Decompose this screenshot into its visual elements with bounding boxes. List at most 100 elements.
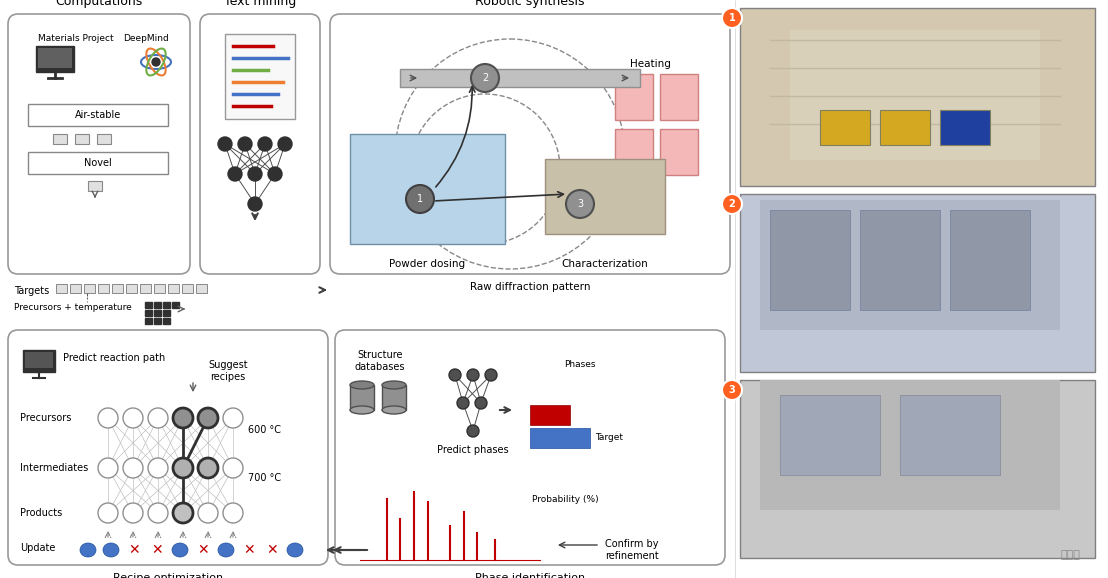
Circle shape: [148, 408, 168, 428]
Circle shape: [198, 408, 218, 428]
Text: Materials Project: Materials Project: [38, 34, 114, 43]
Circle shape: [223, 458, 243, 478]
Bar: [57, 284, 66, 293]
Circle shape: [466, 369, 479, 381]
Text: Predict phases: Predict phases: [438, 445, 509, 455]
Bar: [660, 74, 698, 120]
Circle shape: [485, 369, 497, 381]
Text: Characterization: Characterization: [562, 259, 648, 269]
Bar: [382, 385, 406, 410]
Bar: [88, 181, 102, 191]
Circle shape: [123, 503, 143, 523]
Text: ✕: ✕: [266, 543, 278, 557]
Text: 3: 3: [729, 385, 736, 395]
Text: 2: 2: [729, 199, 736, 209]
Circle shape: [566, 190, 594, 218]
Text: Targets: Targets: [14, 286, 49, 296]
Circle shape: [98, 503, 117, 523]
Ellipse shape: [80, 543, 96, 557]
Text: Precursors: Precursors: [20, 413, 71, 423]
Bar: [780, 395, 880, 475]
Ellipse shape: [382, 406, 406, 414]
Circle shape: [173, 408, 193, 428]
Circle shape: [449, 369, 461, 381]
Ellipse shape: [287, 543, 302, 557]
Text: 2: 2: [482, 73, 489, 83]
Circle shape: [223, 503, 243, 523]
Text: Powder dosing: Powder dosing: [389, 259, 465, 269]
Text: 3: 3: [577, 199, 583, 209]
Bar: [23, 350, 55, 372]
Bar: [126, 284, 137, 293]
Bar: [163, 302, 170, 308]
Circle shape: [148, 458, 168, 478]
Bar: [545, 159, 665, 234]
Bar: [70, 284, 81, 293]
Circle shape: [223, 408, 243, 428]
Bar: [28, 104, 168, 126]
Bar: [163, 310, 170, 316]
Circle shape: [722, 380, 742, 400]
Bar: [900, 395, 1001, 475]
FancyBboxPatch shape: [201, 14, 320, 274]
Ellipse shape: [350, 406, 375, 414]
Bar: [28, 152, 168, 174]
Bar: [196, 284, 207, 293]
Text: Target: Target: [595, 434, 623, 443]
Text: Novel: Novel: [84, 158, 112, 168]
FancyBboxPatch shape: [330, 14, 730, 274]
Circle shape: [98, 408, 117, 428]
Bar: [940, 110, 991, 145]
Bar: [154, 318, 161, 324]
Text: Intermediates: Intermediates: [20, 463, 89, 473]
Text: Products: Products: [20, 508, 62, 518]
Text: Recipe optimization: Recipe optimization: [113, 573, 223, 578]
Circle shape: [475, 397, 488, 409]
Circle shape: [198, 503, 218, 523]
Bar: [530, 405, 570, 425]
Bar: [740, 380, 1095, 558]
Ellipse shape: [218, 543, 234, 557]
Text: Structure
databases: Structure databases: [355, 350, 406, 372]
Text: ✕: ✕: [151, 543, 163, 557]
Bar: [860, 210, 940, 310]
Text: DeepMind: DeepMind: [123, 34, 168, 43]
Circle shape: [238, 137, 252, 151]
Text: ✕: ✕: [129, 543, 140, 557]
Bar: [880, 110, 930, 145]
Text: ✕: ✕: [243, 543, 255, 557]
Circle shape: [258, 137, 271, 151]
Ellipse shape: [350, 381, 375, 389]
Bar: [950, 210, 1030, 310]
FancyBboxPatch shape: [8, 330, 328, 565]
Text: Phase identification: Phase identification: [475, 573, 585, 578]
Bar: [760, 200, 1060, 330]
Bar: [145, 318, 152, 324]
Text: 1: 1: [729, 13, 736, 23]
Text: Precursors + temperature: Precursors + temperature: [14, 303, 132, 313]
Ellipse shape: [172, 543, 188, 557]
Text: Suggest
recipes: Suggest recipes: [208, 360, 248, 381]
Ellipse shape: [103, 543, 119, 557]
Text: Probability (%): Probability (%): [532, 495, 598, 504]
Bar: [740, 8, 1095, 186]
Circle shape: [173, 458, 193, 478]
Bar: [140, 284, 151, 293]
Bar: [75, 134, 89, 144]
Circle shape: [218, 137, 232, 151]
Circle shape: [152, 58, 160, 66]
Bar: [400, 69, 640, 87]
Text: Phases: Phases: [564, 360, 596, 369]
Text: Confirm by
refinement: Confirm by refinement: [605, 539, 659, 561]
Bar: [35, 46, 74, 72]
Circle shape: [278, 137, 293, 151]
Bar: [145, 310, 152, 316]
Bar: [154, 302, 161, 308]
Text: Raw diffraction pattern: Raw diffraction pattern: [470, 282, 591, 292]
Text: 600 °C: 600 °C: [248, 425, 281, 435]
Circle shape: [722, 8, 742, 28]
Bar: [98, 134, 111, 144]
Circle shape: [456, 397, 469, 409]
Text: Update: Update: [20, 543, 55, 553]
Bar: [820, 110, 870, 145]
